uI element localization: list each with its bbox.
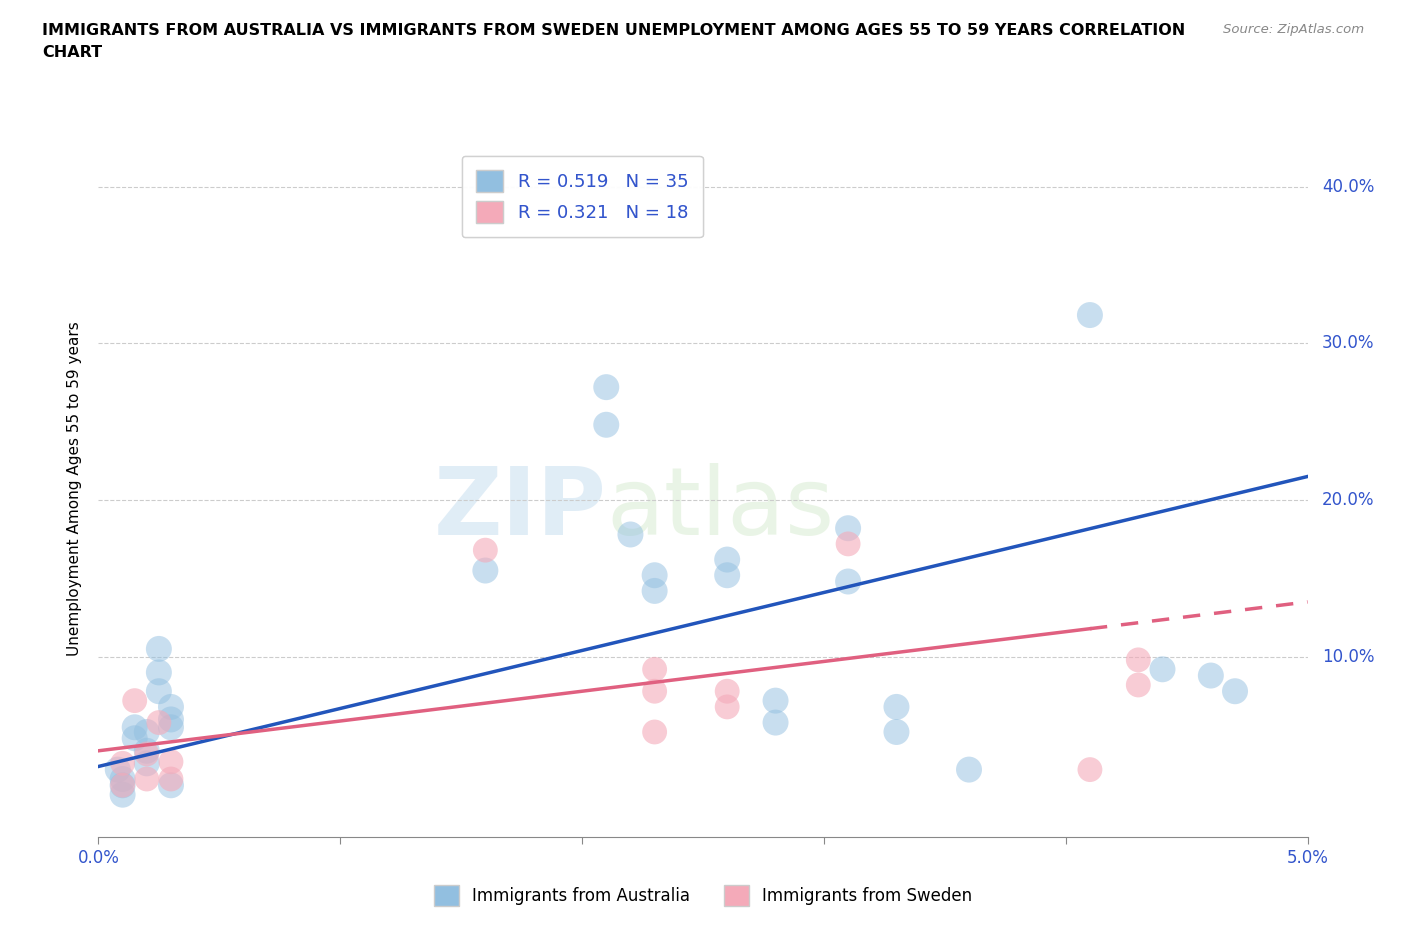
Point <box>716 568 738 583</box>
Point <box>111 756 134 771</box>
Point <box>160 754 183 769</box>
Point <box>160 720 183 735</box>
Point <box>111 777 134 792</box>
Point <box>765 693 787 708</box>
Point <box>644 684 666 698</box>
Point <box>765 715 787 730</box>
Text: IMMIGRANTS FROM AUSTRALIA VS IMMIGRANTS FROM SWEDEN UNEMPLOYMENT AMONG AGES 55 T: IMMIGRANTS FROM AUSTRALIA VS IMMIGRANTS … <box>42 23 1185 38</box>
Point <box>1199 668 1222 683</box>
Point <box>1152 662 1174 677</box>
Point <box>111 787 134 802</box>
Point <box>837 574 859 589</box>
Point <box>644 662 666 677</box>
Text: ZIP: ZIP <box>433 463 606 555</box>
Point <box>474 543 496 558</box>
Point <box>135 747 157 762</box>
Point <box>886 724 908 739</box>
Text: 20.0%: 20.0% <box>1322 491 1375 509</box>
Point <box>716 684 738 698</box>
Point <box>716 552 738 567</box>
Point <box>124 693 146 708</box>
Point <box>957 763 980 777</box>
Point <box>111 772 134 787</box>
Point <box>111 777 134 792</box>
Point <box>124 731 146 746</box>
Point <box>474 563 496 578</box>
Text: CHART: CHART <box>42 45 103 60</box>
Point <box>1223 684 1246 698</box>
Text: atlas: atlas <box>606 463 835 555</box>
Point <box>148 684 170 698</box>
Point <box>837 521 859 536</box>
Text: Source: ZipAtlas.com: Source: ZipAtlas.com <box>1223 23 1364 36</box>
Point <box>1128 653 1150 668</box>
Text: 30.0%: 30.0% <box>1322 334 1375 352</box>
Point <box>619 527 641 542</box>
Point <box>160 772 183 787</box>
Point <box>160 712 183 727</box>
Point <box>148 642 170 657</box>
Y-axis label: Unemployment Among Ages 55 to 59 years: Unemployment Among Ages 55 to 59 years <box>67 321 83 656</box>
Point <box>644 568 666 583</box>
Point <box>160 777 183 792</box>
Legend: R = 0.519   N = 35, R = 0.321   N = 18: R = 0.519 N = 35, R = 0.321 N = 18 <box>461 155 703 237</box>
Point <box>135 772 157 787</box>
Point <box>107 763 129 777</box>
Point <box>886 699 908 714</box>
Point <box>837 537 859 551</box>
Text: 10.0%: 10.0% <box>1322 648 1375 666</box>
Point <box>135 724 157 739</box>
Point <box>148 715 170 730</box>
Legend: Immigrants from Australia, Immigrants from Sweden: Immigrants from Australia, Immigrants fr… <box>427 879 979 912</box>
Point <box>148 665 170 680</box>
Point <box>644 583 666 598</box>
Point <box>1078 763 1101 777</box>
Point <box>124 720 146 735</box>
Point <box>595 379 617 394</box>
Point <box>1128 678 1150 693</box>
Text: 40.0%: 40.0% <box>1322 178 1375 195</box>
Point <box>135 743 157 758</box>
Point <box>1078 308 1101 323</box>
Point <box>160 699 183 714</box>
Point <box>644 724 666 739</box>
Point <box>595 418 617 432</box>
Point <box>135 756 157 771</box>
Point <box>716 699 738 714</box>
